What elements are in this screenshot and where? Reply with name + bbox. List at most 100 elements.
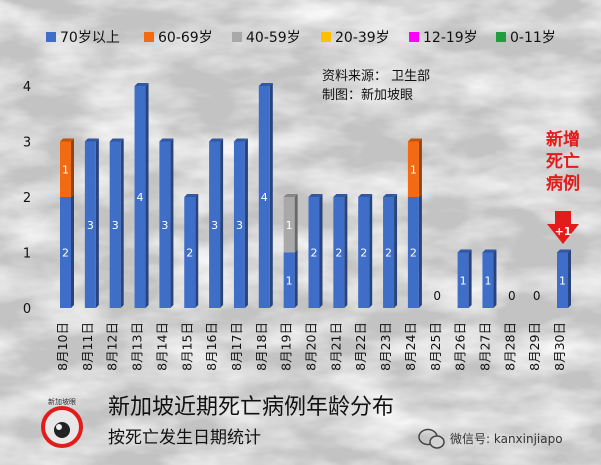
bar [258, 86, 270, 308]
bar-value-label: 1 [62, 163, 69, 176]
legend-swatch [409, 32, 419, 42]
legend: 70岁以上 60-69岁 40-59岁 20-39岁 12-19岁 0-11岁 [46, 30, 556, 46]
bar [184, 197, 196, 308]
wechat-icon [418, 428, 445, 449]
bar-value-label: 3 [87, 219, 94, 232]
bar-side [468, 249, 472, 308]
y-tick-label: 1 [23, 247, 31, 262]
legend-swatch [496, 32, 506, 42]
bar-value-label: 0 [533, 289, 541, 303]
legend-swatch [46, 32, 56, 42]
x-tick-label: 8月12日 [105, 322, 120, 371]
x-tick-label: 8月20日 [304, 322, 319, 371]
bar-side [269, 83, 273, 308]
bar-value-label: 1 [286, 274, 293, 287]
bar-top [258, 83, 273, 86]
chart-subtitle: 按死亡发生日期统计 [108, 428, 261, 448]
bar-top [308, 194, 323, 197]
legend-label: 0-11岁 [510, 30, 556, 46]
bar-segment: 1 [482, 249, 497, 308]
bar-segment: 2 [407, 194, 422, 308]
x-tick-label: 8月14日 [154, 322, 169, 371]
bar-top [184, 194, 199, 197]
bar-top [283, 194, 298, 197]
bar-side [418, 194, 422, 308]
bar-side [344, 194, 348, 308]
bar [457, 252, 469, 308]
bar-value-label: 1 [484, 274, 491, 287]
bar [159, 141, 171, 308]
legend-label: 70岁以上 [60, 30, 120, 46]
bar-value-label: 3 [236, 219, 243, 232]
bar-value-label: 4 [137, 191, 144, 204]
bar-segment: 2 [60, 194, 74, 308]
bar-side [369, 194, 373, 308]
bar-segment: 4 [258, 83, 273, 308]
bar [407, 141, 419, 197]
source-line-2: 制图：新加坡眼 [322, 87, 413, 103]
annotation-text: 新增死亡病例 [546, 129, 580, 194]
y-tick-label: 4 [23, 80, 31, 95]
bar-segment: 2 [383, 194, 398, 308]
bar-top [60, 138, 74, 142]
bar-top [159, 138, 174, 142]
bar-side [145, 83, 149, 308]
bar [383, 197, 395, 308]
bar-side [244, 138, 248, 308]
bar-side [71, 194, 74, 308]
bar-side [418, 138, 422, 197]
x-tick-label: 8月26日 [453, 322, 468, 371]
x-tick-label: 8月16日 [204, 322, 219, 371]
bar-segment: 3 [84, 138, 99, 308]
bar-side [394, 194, 398, 308]
bar-segment: 1 [557, 249, 571, 308]
bar [333, 197, 345, 308]
legend-swatch [232, 32, 242, 42]
x-tick-label: 8月17日 [229, 322, 244, 371]
bar-segment: 2 [308, 194, 323, 308]
bar-top [134, 83, 149, 86]
x-tick-label: 8月29日 [527, 322, 542, 371]
chart-title: 新加坡近期死亡病例年龄分布 [108, 395, 394, 420]
bar-top [109, 138, 124, 142]
legend-label: 12-19岁 [423, 30, 478, 46]
x-tick-label: 8月21日 [328, 322, 343, 371]
bar-value-label: 3 [161, 219, 168, 232]
bar-value-label: 3 [112, 219, 119, 232]
legend-swatch [144, 32, 154, 42]
bars: 2 1 3 3 4 3 2 3 3 4 1 1 2 2 2 2 2 1 0 1 1 0 0 1 [60, 83, 571, 308]
bar [283, 197, 295, 253]
bar [358, 197, 370, 308]
bar-top [457, 249, 472, 253]
bar-value-label: 2 [410, 247, 417, 260]
watermark-text: 微信号: kanxinjiapo [450, 432, 563, 446]
bar-value-label: 0 [508, 289, 516, 303]
bar [109, 141, 121, 308]
bar-value-label: 2 [360, 247, 367, 260]
bar [134, 86, 146, 308]
legend-label: 60-69岁 [158, 30, 213, 46]
bar-value-label: 4 [261, 191, 268, 204]
bar-side [319, 194, 323, 308]
legend-label: 20-39岁 [335, 30, 390, 46]
bar-top [358, 194, 373, 197]
y-tick-label: 2 [23, 191, 31, 206]
eye-icon [54, 422, 70, 438]
bar-segment: 4 [134, 83, 149, 308]
bar-side [95, 138, 99, 308]
bar-value-label: 1 [410, 163, 417, 176]
bar-segment: 2 [184, 194, 199, 308]
x-tick-label: 8月24日 [403, 322, 418, 371]
legend-swatch [321, 32, 331, 42]
y-tick-label: 0 [23, 302, 31, 317]
bar-segment: 1 [60, 138, 74, 197]
bar [557, 252, 568, 308]
x-tick-label: 8月23日 [378, 322, 393, 371]
bar [60, 141, 71, 197]
bar-top [209, 138, 224, 142]
x-tick-label: 8月11日 [80, 322, 95, 371]
bar-side [71, 138, 74, 197]
source-note: 资料来源： 卫生部 制图：新加坡眼 [322, 69, 430, 103]
bar-value-label: 2 [186, 247, 193, 260]
bar-value-label: 2 [385, 247, 392, 260]
